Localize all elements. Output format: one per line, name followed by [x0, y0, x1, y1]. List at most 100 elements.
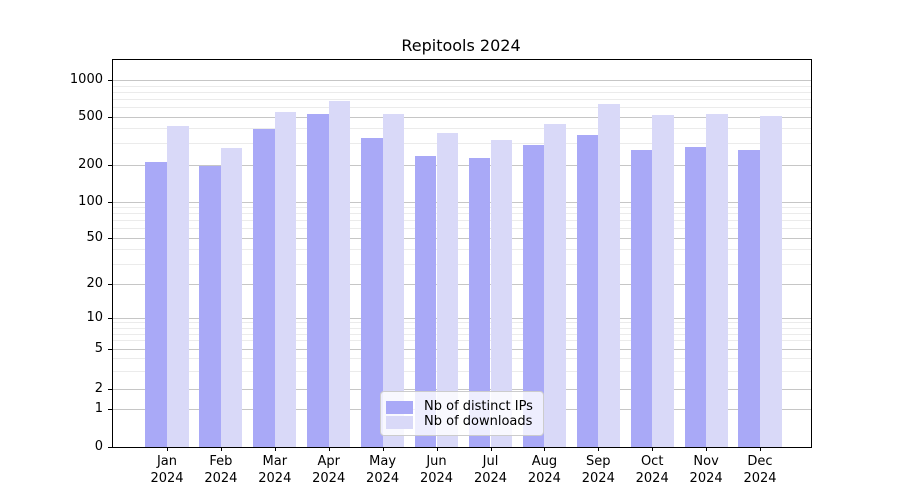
y-tick-label: 5 [94, 340, 103, 356]
y-tick-label: 2 [94, 380, 103, 396]
x-tick-label-year: 2024 [366, 471, 400, 486]
minor-gridline [113, 106, 811, 108]
minor-gridline [113, 91, 811, 93]
bar-distinct-ips-feb [199, 165, 221, 447]
x-tick-label-year: 2024 [527, 471, 561, 486]
y-tick-mark [108, 348, 112, 350]
legend-label-distinct-ips: Nb of distinct IPs [424, 399, 533, 414]
y-tick-label: 1000 [69, 72, 103, 87]
x-tick-label: Feb 2024 [191, 453, 251, 487]
y-tick-mark [108, 447, 112, 448]
major-gridline [113, 284, 811, 286]
major-gridline [113, 388, 811, 390]
minor-gridline [113, 143, 811, 145]
x-tick-label: Jan 2024 [137, 453, 197, 487]
x-tick-label-month: May [369, 454, 397, 469]
y-tick-label: 200 [78, 156, 103, 172]
y-tick-label: 10 [86, 309, 103, 325]
x-tick-label-year: 2024 [689, 471, 723, 486]
x-tick-label: Jul 2024 [461, 453, 521, 487]
x-tick-label: Apr 2024 [299, 453, 359, 487]
major-gridline [113, 164, 811, 166]
major-gridline [113, 80, 811, 81]
bar-downloads-may [382, 114, 405, 447]
x-tick-label-month: Apr [317, 454, 340, 469]
x-tick-label-year: 2024 [419, 471, 454, 486]
y-tick-label: 20 [86, 276, 103, 292]
x-tick-mark [220, 447, 222, 451]
bar-downloads-jun [436, 133, 459, 447]
y-tick-mark [108, 80, 112, 81]
legend: Nb of distinct IPs Nb of downloads [380, 391, 544, 436]
x-tick-label: Dec 2024 [730, 453, 790, 487]
legend-item-downloads: Nb of downloads [386, 415, 537, 429]
minor-gridline [113, 263, 811, 265]
x-tick-label-year: 2024 [473, 471, 508, 486]
x-tick-label: Aug 2024 [514, 453, 574, 487]
x-tick-label-month: Mar [262, 454, 288, 469]
x-tick-mark [706, 447, 708, 451]
x-tick-label-year: 2024 [743, 471, 777, 486]
legend-swatch-distinct-ips [386, 400, 413, 414]
bar-distinct-ips-may [361, 138, 383, 447]
bar-downloads-dec [760, 116, 782, 447]
minor-gridline [113, 207, 811, 208]
x-tick-label: Mar 2024 [245, 453, 305, 487]
minor-gridline [113, 128, 811, 130]
bar-distinct-ips-jun [414, 156, 437, 447]
x-tick-mark [167, 447, 168, 451]
x-tick-label: Oct 2024 [622, 453, 682, 487]
x-tick-mark [760, 447, 761, 451]
bar-distinct-ips-mar [253, 128, 275, 447]
x-tick-label-month: Feb [209, 454, 233, 469]
minor-gridline [113, 340, 811, 342]
y-tick-mark [108, 164, 112, 166]
bar-distinct-ips-apr [307, 114, 329, 447]
plot-area: 0 1 2 5 10 20 50 100 200 500 1000 Jan 2024 Feb 2024 Mar… [70, 59, 812, 486]
x-tick-mark [652, 447, 654, 451]
major-gridline [113, 348, 811, 350]
major-gridline [113, 238, 811, 239]
x-tick-label-year: 2024 [581, 471, 615, 486]
minor-gridline [113, 213, 811, 215]
bar-downloads-feb [220, 147, 243, 447]
y-tick-label: 500 [78, 108, 103, 124]
y-tick-mark [108, 238, 112, 239]
minor-gridline [113, 228, 811, 230]
minor-gridline [113, 333, 811, 335]
minor-gridline [113, 358, 811, 360]
x-tick-label-month: Jun [426, 454, 447, 469]
minor-gridline [113, 85, 811, 87]
bar-downloads-aug [544, 123, 566, 447]
bar-downloads-apr [328, 101, 351, 447]
bar-distinct-ips-nov [684, 146, 707, 447]
y-tick-label: 50 [86, 230, 103, 245]
x-tick-label: Nov 2024 [676, 453, 736, 487]
x-tick-label-month: Dec [747, 454, 773, 469]
bar-distinct-ips-jan [145, 162, 167, 447]
x-tick-label: Jun 2024 [407, 453, 467, 487]
minor-gridline [113, 249, 811, 251]
y-tick-mark [108, 201, 112, 203]
bar-distinct-ips-aug [522, 144, 545, 447]
x-tick-mark [274, 447, 276, 451]
chart-title: Repitools 2024 [401, 36, 521, 55]
x-tick-label-year: 2024 [258, 471, 292, 486]
x-tick-mark [436, 447, 438, 451]
minor-gridline [113, 370, 811, 372]
legend-item-distinct-ips: Nb of distinct IPs [386, 400, 537, 414]
y-tick-label: 0 [94, 439, 103, 454]
x-tick-label-year: 2024 [150, 471, 184, 486]
x-tick-label-month: Aug [531, 454, 558, 469]
legend-label-downloads: Nb of downloads [424, 414, 533, 429]
x-tick-label-year: 2024 [312, 471, 346, 486]
y-tick-mark [108, 284, 112, 286]
x-tick-mark [544, 447, 546, 451]
x-tick-label-month: Jul [482, 454, 499, 469]
bar-distinct-ips-jul [468, 158, 491, 447]
bar-downloads-nov [706, 113, 728, 447]
bar-distinct-ips-dec [738, 150, 760, 447]
bar-downloads-mar [274, 111, 297, 447]
x-tick-label-month: Nov [693, 454, 719, 469]
x-tick-mark [598, 447, 600, 451]
